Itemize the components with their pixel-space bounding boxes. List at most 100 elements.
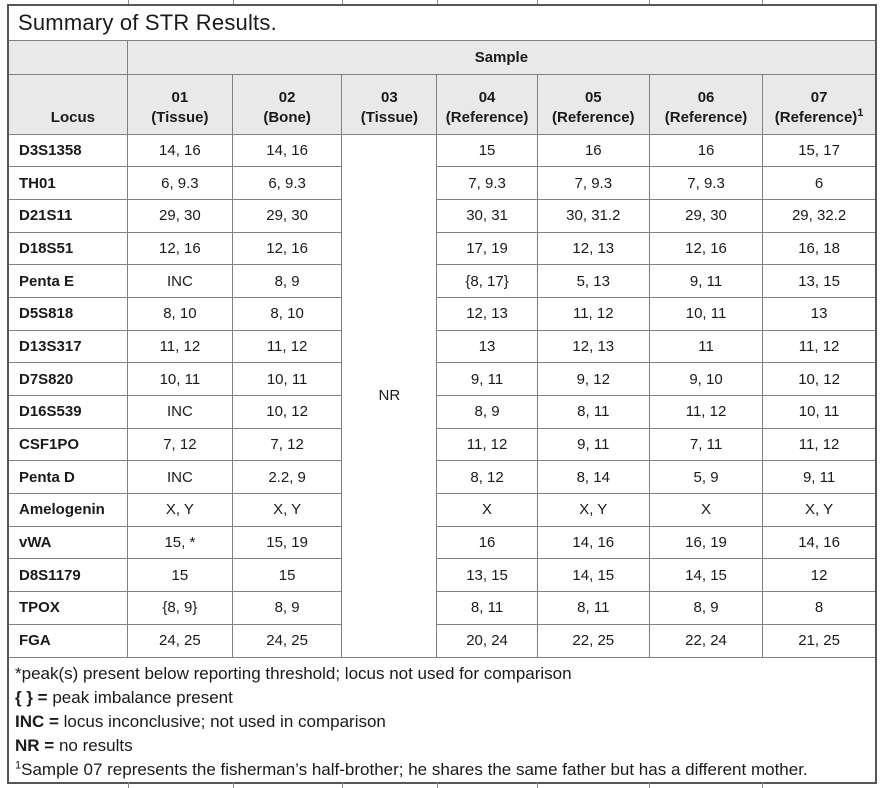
allele-cell: X, Y (762, 493, 877, 527)
locus-cell: D16S539 (7, 395, 128, 429)
locus-cell: CSF1PO (7, 427, 128, 462)
allele-cell: 12, 16 (648, 231, 764, 266)
column-border-tick (128, 0, 129, 4)
locus-cell: D5S818 (7, 296, 128, 331)
allele-cell: 5, 9 (648, 460, 764, 495)
allele-cell: 24, 25 (231, 623, 343, 658)
allele-cell: X, Y (231, 493, 343, 527)
allele-cell: 24, 25 (126, 623, 234, 658)
locus-cell: Penta D (7, 460, 128, 495)
footnote-line: { } = peak imbalance present (15, 687, 233, 707)
footnotes-cell: *peak(s) present below reporting thresho… (7, 656, 877, 783)
allele-cell: INC (126, 264, 234, 298)
allele-cell: 8, 14 (536, 460, 650, 495)
sample-column-header: 05 (Reference) (536, 73, 650, 135)
allele-cell: {8, 17} (436, 264, 538, 298)
column-border-tick (233, 782, 234, 788)
sample-header-row: Sample (7, 39, 877, 75)
table-row: FGA 24, 25 24, 25 20, 24 22, 25 22, 24 21, 25 (7, 623, 877, 658)
sample-column-header: 01 (Tissue) (126, 73, 234, 135)
allele-cell: 14, 16 (536, 525, 650, 560)
allele-cell: 8, 10 (126, 296, 234, 331)
locus-cell: D7S820 (7, 362, 128, 396)
locus-cell: FGA (7, 623, 128, 658)
table-row: vWA 15, * 15, 19 16 14, 16 16, 19 14, 16 (7, 525, 877, 560)
allele-cell: 12, 13 (436, 296, 538, 331)
allele-cell: 14, 15 (536, 558, 650, 593)
allele-cell: 15, 17 (762, 133, 877, 168)
allele-cell: 11, 12 (231, 329, 343, 364)
allele-cell: 21, 25 (762, 623, 877, 658)
allele-cell: 12, 16 (231, 231, 343, 266)
table-row: D16S539 INC 10, 12 8, 9 8, 11 11, 12 10, 11 (7, 395, 877, 429)
allele-cell: 9, 10 (648, 362, 764, 396)
str-results-table: Summary of STR Results. Sample Locus 01(… (7, 4, 877, 784)
sample-column-header: 06 (Reference) (648, 73, 764, 135)
allele-cell: 29, 30 (126, 198, 234, 233)
allele-cell: 2.2, 9 (231, 460, 343, 495)
allele-cell: 12, 13 (536, 329, 650, 364)
allele-cell: 11, 12 (762, 427, 877, 462)
allele-cell: 7, 12 (126, 427, 234, 462)
allele-cell: 22, 25 (536, 623, 650, 658)
allele-cell: 16, 19 (648, 525, 764, 560)
locus-cell: D3S1358 (7, 133, 128, 168)
table-row: CSF1PO 7, 12 7, 12 11, 12 9, 11 7, 11 11, 12 (7, 427, 877, 462)
allele-cell: 7, 11 (648, 427, 764, 462)
table-row: D13S317 11, 12 11, 12 13 12, 13 11 11, 12 (7, 329, 877, 364)
sample-column-header: 07 (Reference)1 (762, 73, 877, 135)
allele-cell: 11, 12 (762, 329, 877, 364)
allele-cell: 29, 30 (648, 198, 764, 233)
allele-cell: 15 (436, 133, 538, 168)
column-border-tick (342, 782, 343, 788)
allele-cell: X (648, 493, 764, 527)
allele-cell: 8, 11 (536, 395, 650, 429)
allele-cell: 9, 11 (536, 427, 650, 462)
table-row: TH01 6, 9.3 6, 9.3 7, 9.3 7, 9.3 7, 9.3 6 (7, 166, 877, 200)
allele-cell: X (436, 493, 538, 527)
table-row: Penta D INC 2.2, 9 8, 12 8, 14 5, 9 9, 11 (7, 460, 877, 495)
allele-cell: 10, 11 (648, 296, 764, 331)
table-row: D7S820 10, 11 10, 11 9, 11 9, 12 9, 10 10, 12 (7, 362, 877, 396)
locus-cell: D13S317 (7, 329, 128, 364)
allele-cell: 8, 9 (231, 264, 343, 298)
allele-cell: 7, 9.3 (436, 166, 538, 200)
allele-cell: 6 (762, 166, 877, 200)
allele-cell: X, Y (126, 493, 234, 527)
allele-cell: 29, 32.2 (762, 198, 877, 233)
allele-cell: 16 (436, 525, 538, 560)
sample-column-header: 02 (Bone) (231, 73, 343, 135)
column-border-tick (537, 0, 538, 4)
table-row: D8S1179 15 15 13, 15 14, 15 14, 15 12 (7, 558, 877, 593)
allele-cell: 22, 24 (648, 623, 764, 658)
locus-cell: Amelogenin (7, 493, 128, 527)
allele-cell: 10, 11 (231, 362, 343, 396)
allele-cell: 17, 19 (436, 231, 538, 266)
allele-cell: 11, 12 (436, 427, 538, 462)
table-row: D21S11 29, 30 29, 30 30, 31 30, 31.2 29, 30 29… (7, 198, 877, 233)
allele-cell: 15 (126, 558, 234, 593)
locus-cell: D8S1179 (7, 558, 128, 593)
column-border-tick (437, 0, 438, 4)
allele-cell: 7, 9.3 (536, 166, 650, 200)
title-row: Summary of STR Results. (7, 4, 877, 41)
allele-cell: 8, 11 (436, 591, 538, 625)
column-border-tick (649, 0, 650, 4)
allele-cell: 15, * (126, 525, 234, 560)
allele-cell: 9, 11 (762, 460, 877, 495)
footnote-line: NR = no results (15, 735, 133, 755)
footnote-line: 1Sample 07 represents the fisherman’s ha… (15, 758, 808, 779)
footnote-line: INC = locus inconclusive; not used in co… (15, 711, 386, 731)
allele-cell: 8, 11 (536, 591, 650, 625)
allele-cell: 8, 12 (436, 460, 538, 495)
allele-cell: X, Y (536, 493, 650, 527)
allele-cell: 6, 9.3 (126, 166, 234, 200)
allele-cell: 8, 10 (231, 296, 343, 331)
allele-cell: 8, 9 (231, 591, 343, 625)
allele-cell: 10, 11 (762, 395, 877, 429)
allele-cell: 13, 15 (436, 558, 538, 593)
table-row: Amelogenin X, Y X, Y X X, Y X X, Y (7, 493, 877, 527)
sample-column-header: 04 (Reference) (436, 73, 538, 135)
locus-cell: D18S51 (7, 231, 128, 266)
